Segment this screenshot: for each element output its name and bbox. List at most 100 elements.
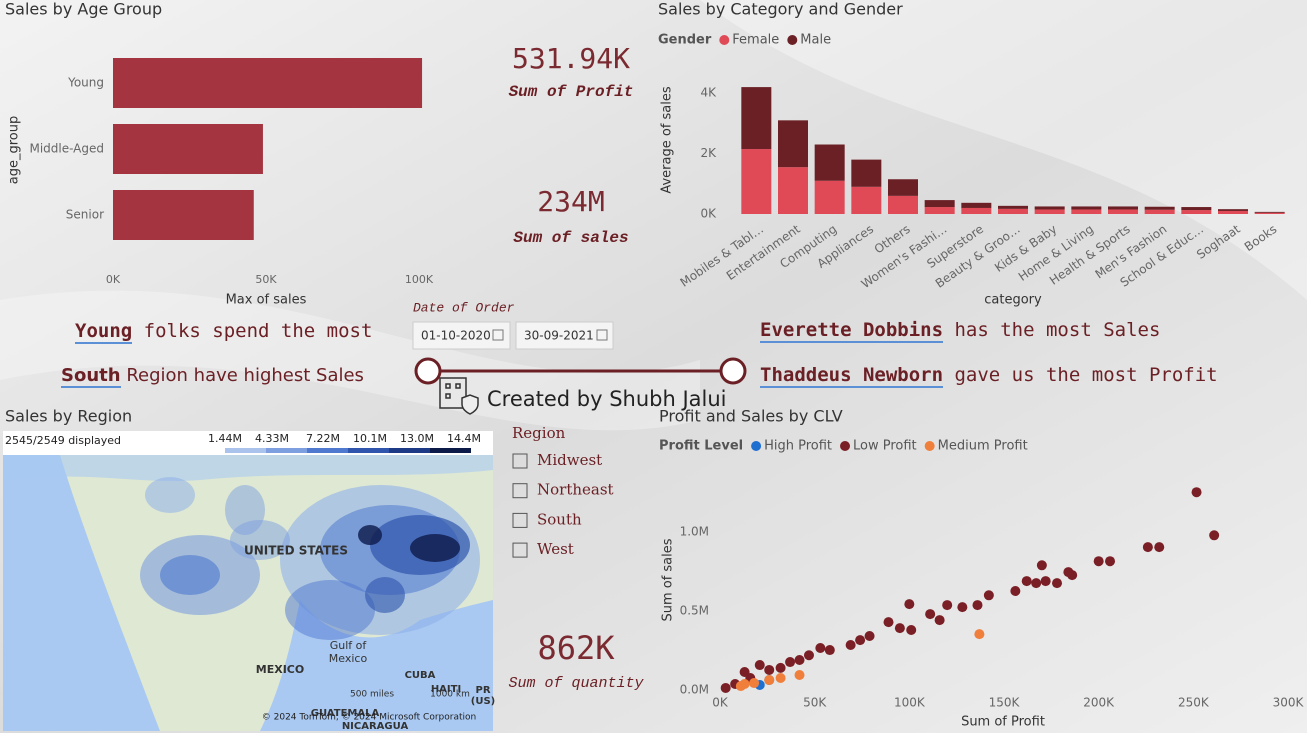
x-tick-label: 200K xyxy=(1083,696,1115,710)
slicer-title: Date of Order xyxy=(413,300,515,315)
y-tick-label: Young xyxy=(67,76,104,90)
map-status: 2545/2549 displayed xyxy=(5,434,121,447)
y-tick-label: 0K xyxy=(700,207,717,221)
legend-label: Male xyxy=(800,33,831,48)
point xyxy=(957,602,968,613)
point xyxy=(894,623,905,634)
checkbox[interactable] xyxy=(512,453,528,469)
legend-swatch xyxy=(787,35,798,45)
point xyxy=(720,682,731,693)
y-tick-label: 0.0M xyxy=(680,683,709,697)
scale-swatch xyxy=(225,448,266,453)
y-axis-label: Average of sales xyxy=(660,86,675,194)
slicer-option: Midwest xyxy=(537,451,602,469)
bar-segment xyxy=(1108,209,1138,214)
insight: Everette Dobbins has the most Sales xyxy=(760,319,1161,343)
legend-label: Medium Profit xyxy=(938,439,1028,454)
bar xyxy=(113,124,263,174)
y-tick-label: Senior xyxy=(66,208,104,222)
insight-key: Young xyxy=(75,320,133,344)
point xyxy=(934,615,945,626)
bar-segment xyxy=(1181,207,1212,211)
point xyxy=(754,660,765,671)
scale-swatch xyxy=(266,448,307,453)
place-label: 1000 km xyxy=(430,690,470,700)
point xyxy=(794,670,805,681)
point xyxy=(824,645,835,656)
place-label: Mexico xyxy=(329,652,368,665)
insight: Thaddeus Newborn gave us the most Profit xyxy=(760,364,1218,388)
legend-label: High Profit xyxy=(764,439,832,454)
bar-segment xyxy=(741,87,772,150)
x-tick-label: 250K xyxy=(1178,696,1210,710)
kpi-label: Sum of quantity xyxy=(508,675,644,692)
kpi-value: 531.94K xyxy=(512,42,630,75)
bar-segment xyxy=(1144,209,1175,214)
point xyxy=(815,643,826,654)
point xyxy=(1067,570,1078,581)
checkbox[interactable] xyxy=(512,542,528,558)
x-tick-label: 0K xyxy=(106,273,121,286)
point xyxy=(1209,530,1220,541)
bar-segment xyxy=(851,186,882,214)
checkbox[interactable] xyxy=(512,483,528,499)
x-tick-label: 50K xyxy=(803,696,827,710)
slicer-option: West xyxy=(537,540,574,558)
date-input[interactable] xyxy=(412,321,511,350)
legend-swatch xyxy=(924,441,935,451)
scale-label: 4.33M xyxy=(255,432,289,445)
bar-segment xyxy=(924,207,955,214)
legend-label: Low Profit xyxy=(853,439,917,454)
place-label: NICARAGUA xyxy=(342,721,409,732)
chart-title: Sales by Category and Gender xyxy=(658,0,903,19)
point xyxy=(794,655,805,666)
point xyxy=(864,631,875,642)
slider-handle[interactable] xyxy=(719,357,747,385)
insight-text: has the most Sales xyxy=(954,319,1161,341)
legend-label: Female xyxy=(732,33,779,48)
date-end: 30-09-2021 xyxy=(524,329,594,343)
place-label: UNITED STATES xyxy=(244,544,348,558)
point xyxy=(904,599,915,610)
swirl xyxy=(0,290,700,431)
bar-segment xyxy=(1181,210,1212,214)
x-tick-label: 300K xyxy=(1273,696,1305,710)
calendar-icon xyxy=(492,329,504,341)
swirl xyxy=(700,0,1307,300)
bar-segment xyxy=(1071,206,1102,210)
calendar-icon xyxy=(596,329,608,341)
place-label: 500 miles xyxy=(350,690,394,700)
point xyxy=(739,679,750,690)
place-label: HAITI xyxy=(431,684,461,695)
scale-label: 13.0M xyxy=(400,432,434,445)
checkbox[interactable] xyxy=(512,512,528,528)
insight: Young folks spend the most xyxy=(75,320,372,344)
heat-blob xyxy=(160,555,220,595)
y-axis-label: Sum of sales xyxy=(661,538,676,621)
kpi-value: 234M xyxy=(537,185,604,218)
x-tick-label: 100K xyxy=(894,696,926,710)
legend-swatch xyxy=(719,35,730,45)
scale-label: 10.1M xyxy=(353,432,387,445)
bar-segment xyxy=(741,149,772,214)
point xyxy=(1021,576,1032,587)
y-tick-label: 0.5M xyxy=(680,604,709,618)
bar-segment xyxy=(1254,212,1285,214)
point xyxy=(749,678,760,689)
credit: Created by Shubh Jalui xyxy=(487,387,727,411)
heat-blob xyxy=(358,525,382,545)
point xyxy=(764,664,775,675)
slider-handle[interactable] xyxy=(414,357,442,385)
heat-blob xyxy=(145,477,195,513)
x-tick-label: 150K xyxy=(989,696,1021,710)
place-label: MEXICO xyxy=(256,663,304,676)
chart-title: Profit and Sales by CLV xyxy=(659,407,843,426)
map-water xyxy=(3,455,160,731)
point xyxy=(972,600,983,611)
map-attribution: © 2024 TomTom, © 2024 Microsoft Corporat… xyxy=(262,713,476,723)
legend-swatch xyxy=(751,441,762,451)
scale-swatch xyxy=(430,448,471,453)
scale-label: 14.4M xyxy=(447,432,481,445)
